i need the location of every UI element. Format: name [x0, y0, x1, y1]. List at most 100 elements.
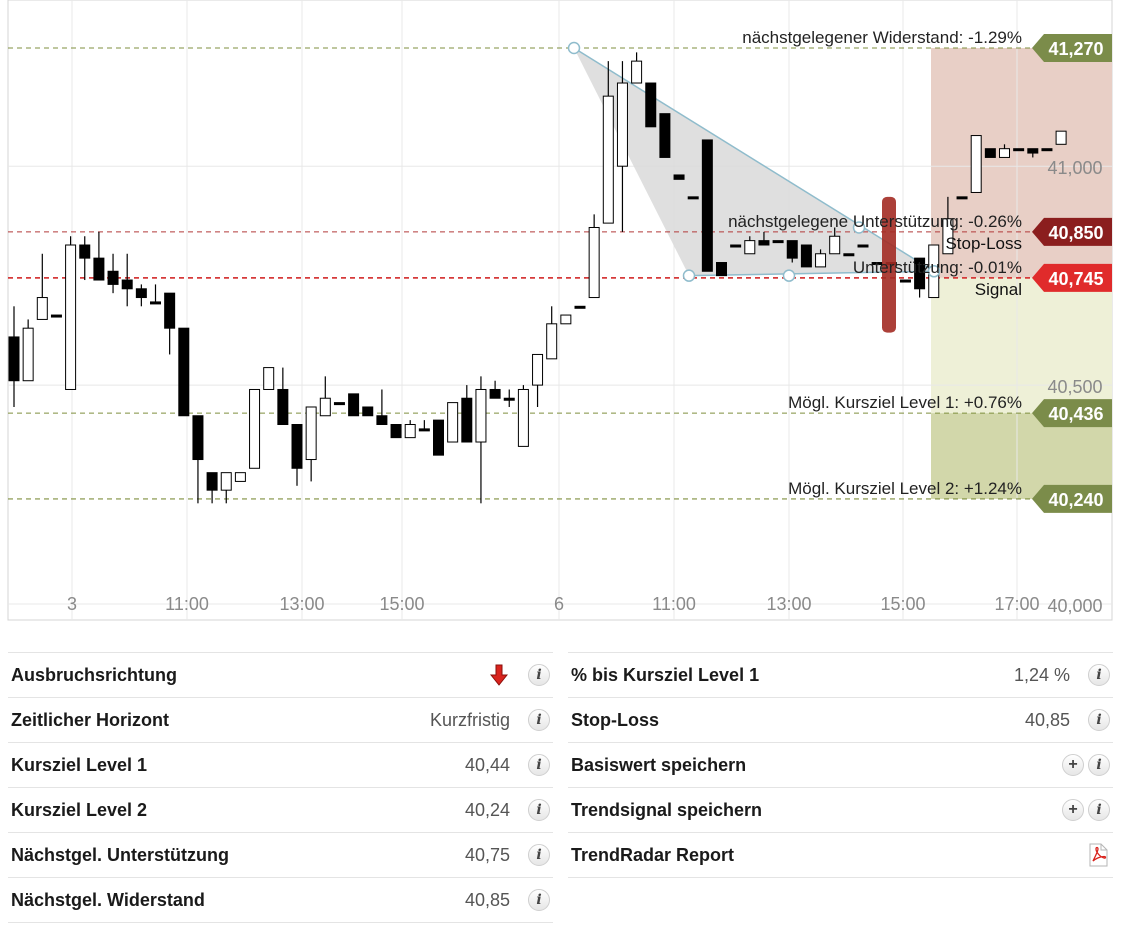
candle: [942, 196, 954, 255]
candle-body: [899, 279, 911, 283]
candle: [956, 196, 968, 200]
candle: [701, 139, 713, 272]
level-label: nächstgelegener Widerstand: -1.29%: [742, 28, 1022, 47]
candle: [249, 388, 261, 469]
candle: [206, 472, 218, 504]
candle: [362, 406, 374, 417]
candle: [1027, 148, 1039, 158]
candle-body: [1041, 148, 1053, 152]
triangle-vertex: [682, 269, 696, 282]
row-label: Zeitlicher Horizont: [11, 709, 170, 730]
candle-body: [150, 301, 161, 305]
candle: [673, 174, 685, 180]
candle: [79, 236, 91, 281]
candle-body: [772, 240, 784, 244]
candle-body: [942, 218, 954, 255]
candle-body: [1013, 148, 1025, 152]
candle: [404, 420, 416, 439]
candle-body: [1055, 130, 1067, 145]
candle-body: [192, 415, 204, 461]
add-trendsignal-button[interactable]: +: [1062, 799, 1084, 821]
candle-body: [857, 244, 869, 248]
row-trendsignal-speichern: Trendsignal speichern + i: [568, 787, 1113, 832]
candle-body: [574, 305, 586, 309]
candle-body: [503, 397, 515, 401]
info-icon[interactable]: i: [528, 799, 550, 821]
candle: [1041, 148, 1053, 152]
candle-body: [645, 82, 657, 128]
add-basiswert-button[interactable]: +: [1062, 754, 1084, 776]
zone-band: [931, 277, 1112, 414]
triangle-vertex: [782, 269, 796, 282]
candle-body: [50, 314, 62, 318]
candle: [263, 367, 275, 390]
candle-body: [673, 174, 685, 180]
row-label: Ausbruchsrichtung: [11, 664, 178, 685]
candle-body: [517, 388, 529, 447]
candle: [588, 214, 600, 299]
candle: [786, 240, 798, 263]
candle: [121, 253, 133, 307]
candle: [616, 61, 628, 232]
row-label: Stop-Loss: [571, 709, 659, 730]
actions-table: % bis Kursziel Level 1 1,24 % i Stop-Los…: [568, 652, 1113, 878]
signal-bar: [882, 196, 896, 333]
candle: [461, 385, 473, 443]
row-kursziel-level-2: Kursziel Level 2 40,24 i: [8, 787, 553, 832]
level-value-tag: [1032, 399, 1112, 428]
candle-body: [93, 257, 105, 281]
level-value: 40,436: [1048, 404, 1103, 424]
info-icon[interactable]: i: [1088, 709, 1110, 731]
info-icon[interactable]: i: [1088, 799, 1110, 821]
info-icon[interactable]: i: [1088, 664, 1110, 686]
candle-body: [291, 424, 303, 469]
level-value-tag: [1032, 33, 1112, 62]
x-tick-label: 15:00: [379, 594, 424, 614]
candle-body: [687, 196, 699, 200]
x-tick-label: 3: [67, 594, 77, 614]
level-value: 41,270: [1048, 39, 1103, 59]
zone-band: [931, 413, 1112, 499]
level-value: 40,240: [1048, 490, 1103, 510]
y-tick-label: 40,500: [1047, 377, 1102, 397]
candle: [716, 262, 727, 277]
info-icon[interactable]: i: [528, 664, 550, 686]
info-icon[interactable]: i: [528, 709, 550, 731]
candle: [758, 231, 770, 246]
candle: [22, 319, 34, 382]
candle-body: [277, 388, 289, 426]
level-value-tag: [1032, 217, 1112, 246]
row-label: Trendsignal speichern: [571, 799, 763, 820]
plot-frame: [7, 0, 1113, 621]
level-value: 40,745: [1048, 269, 1103, 289]
candle-body: [843, 253, 855, 257]
candle-body: [178, 327, 190, 417]
x-tick-label: 15:00: [880, 594, 925, 614]
row-stop-loss: Stop-Loss 40,85 i: [568, 697, 1113, 742]
level-value: 40,850: [1048, 223, 1103, 243]
level-value-tag: [1032, 263, 1112, 292]
candle: [631, 52, 643, 84]
info-icon[interactable]: i: [528, 889, 550, 911]
pdf-icon[interactable]: [1087, 843, 1109, 867]
candle: [291, 424, 303, 486]
candle: [433, 419, 444, 456]
candle: [178, 327, 190, 417]
row-label: TrendRadar Report: [571, 844, 735, 865]
chart-area: nächstgelegener Widerstand: -1.29% 41,270…: [7, 0, 1113, 621]
y-tick-label: 40,000: [1047, 596, 1102, 616]
candle: [418, 420, 430, 432]
candle: [319, 376, 331, 417]
info-icon[interactable]: i: [528, 844, 550, 866]
candle: [65, 236, 77, 390]
info-icon[interactable]: i: [1088, 754, 1110, 776]
candle: [8, 306, 20, 407]
x-tick-label: 11:00: [652, 594, 696, 614]
candle: [348, 393, 360, 417]
candle: [984, 148, 996, 158]
candle-body: [800, 244, 812, 268]
candle: [135, 284, 147, 307]
candle-body: [560, 314, 572, 325]
info-icon[interactable]: i: [528, 754, 550, 776]
candle: [914, 257, 926, 298]
